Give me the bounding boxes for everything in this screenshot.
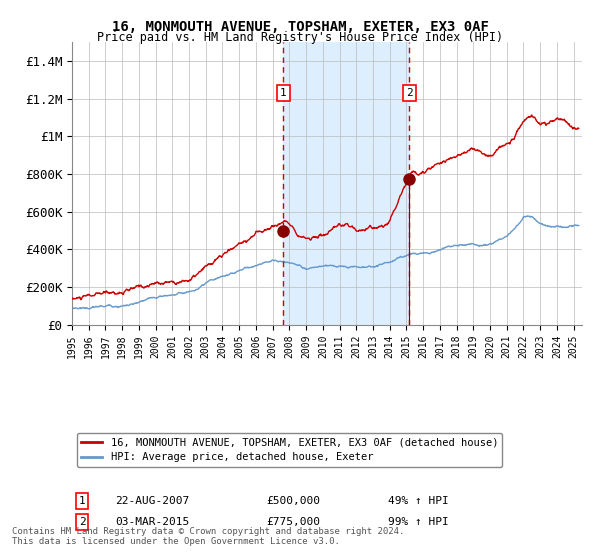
Bar [283, 42, 409, 325]
Text: 16, MONMOUTH AVENUE, TOPSHAM, EXETER, EX3 0AF: 16, MONMOUTH AVENUE, TOPSHAM, EXETER, EX… [112, 20, 488, 34]
Text: 2: 2 [406, 88, 413, 98]
Text: 99% ↑ HPI: 99% ↑ HPI [388, 517, 449, 527]
Legend: 16, MONMOUTH AVENUE, TOPSHAM, EXETER, EX3 0AF (detached house), HPI: Average pri: 16, MONMOUTH AVENUE, TOPSHAM, EXETER, EX… [77, 433, 502, 466]
Text: £775,000: £775,000 [266, 517, 320, 527]
Text: Price paid vs. HM Land Registry's House Price Index (HPI): Price paid vs. HM Land Registry's House … [97, 31, 503, 44]
Text: 49% ↑ HPI: 49% ↑ HPI [388, 496, 449, 506]
Text: 22-AUG-2007: 22-AUG-2007 [115, 496, 190, 506]
Text: 03-MAR-2015: 03-MAR-2015 [115, 517, 190, 527]
Text: 1: 1 [79, 496, 86, 506]
Text: 2: 2 [79, 517, 86, 527]
Text: Contains HM Land Registry data © Crown copyright and database right 2024.
This d: Contains HM Land Registry data © Crown c… [12, 526, 404, 546]
Text: 1: 1 [280, 88, 287, 98]
Text: £500,000: £500,000 [266, 496, 320, 506]
